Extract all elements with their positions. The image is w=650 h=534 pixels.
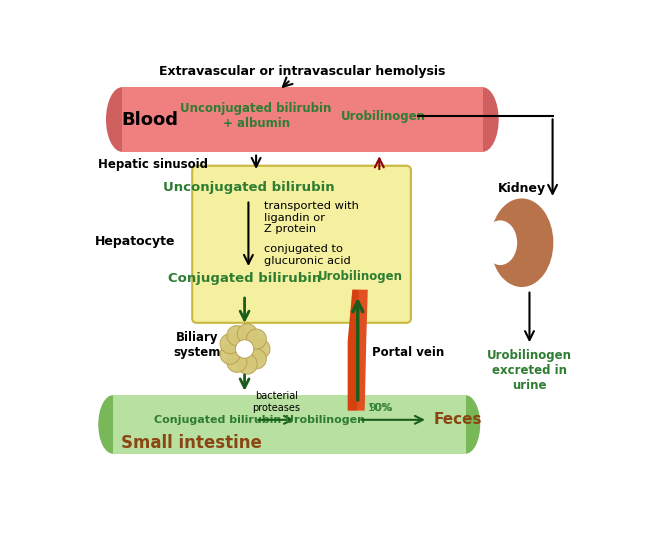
- Text: Extravascular or intravascular hemolysis: Extravascular or intravascular hemolysis: [159, 65, 445, 78]
- Text: Conjugated bilirubin: Conjugated bilirubin: [168, 272, 321, 285]
- Circle shape: [220, 334, 240, 354]
- Text: Kidney: Kidney: [498, 182, 546, 195]
- Bar: [122, 87, 482, 152]
- Text: Urobilinogen: Urobilinogen: [341, 110, 426, 123]
- Bar: [122, 87, 482, 152]
- Ellipse shape: [490, 199, 553, 287]
- Text: Small intestine: Small intestine: [122, 434, 262, 452]
- Circle shape: [235, 340, 254, 358]
- Text: conjugated to
glucuronic acid: conjugated to glucuronic acid: [264, 244, 350, 266]
- Text: bacterial
proteases: bacterial proteases: [252, 391, 300, 413]
- Circle shape: [250, 339, 270, 359]
- Text: Urobilinogen
excreted in
urine: Urobilinogen excreted in urine: [487, 349, 572, 392]
- Text: Feces: Feces: [433, 412, 482, 427]
- Circle shape: [237, 324, 257, 344]
- Circle shape: [237, 354, 257, 374]
- Text: Unconjugated bilirubin
+ albumin: Unconjugated bilirubin + albumin: [181, 103, 332, 130]
- Text: Unconjugated bilirubin: Unconjugated bilirubin: [162, 181, 334, 194]
- Circle shape: [246, 349, 266, 369]
- Text: 90%: 90%: [368, 403, 393, 413]
- Text: Blood: Blood: [122, 111, 178, 129]
- Circle shape: [227, 326, 247, 345]
- Ellipse shape: [466, 87, 499, 152]
- Text: Hepatic sinusoid: Hepatic sinusoid: [98, 158, 208, 171]
- Text: transported with
ligandin or
Z protein: transported with ligandin or Z protein: [264, 201, 359, 234]
- Ellipse shape: [106, 87, 138, 152]
- Circle shape: [227, 352, 247, 372]
- Ellipse shape: [451, 395, 480, 454]
- Polygon shape: [348, 289, 368, 411]
- Bar: [113, 395, 465, 454]
- Text: Portal vein: Portal vein: [372, 347, 444, 359]
- Text: 10%: 10%: [368, 403, 393, 413]
- Text: Hepatocyte: Hepatocyte: [94, 234, 175, 248]
- Text: Urobilinogen: Urobilinogen: [285, 415, 365, 425]
- Text: Biliary
system: Biliary system: [173, 331, 220, 359]
- Text: Urobilinogen: Urobilinogen: [318, 270, 402, 284]
- Circle shape: [246, 329, 266, 349]
- Bar: [113, 395, 465, 454]
- Text: Conjugated bilirubin: Conjugated bilirubin: [154, 415, 281, 425]
- Polygon shape: [348, 289, 359, 411]
- FancyBboxPatch shape: [192, 166, 411, 323]
- Circle shape: [220, 344, 240, 364]
- Ellipse shape: [98, 395, 127, 454]
- Ellipse shape: [484, 221, 517, 265]
